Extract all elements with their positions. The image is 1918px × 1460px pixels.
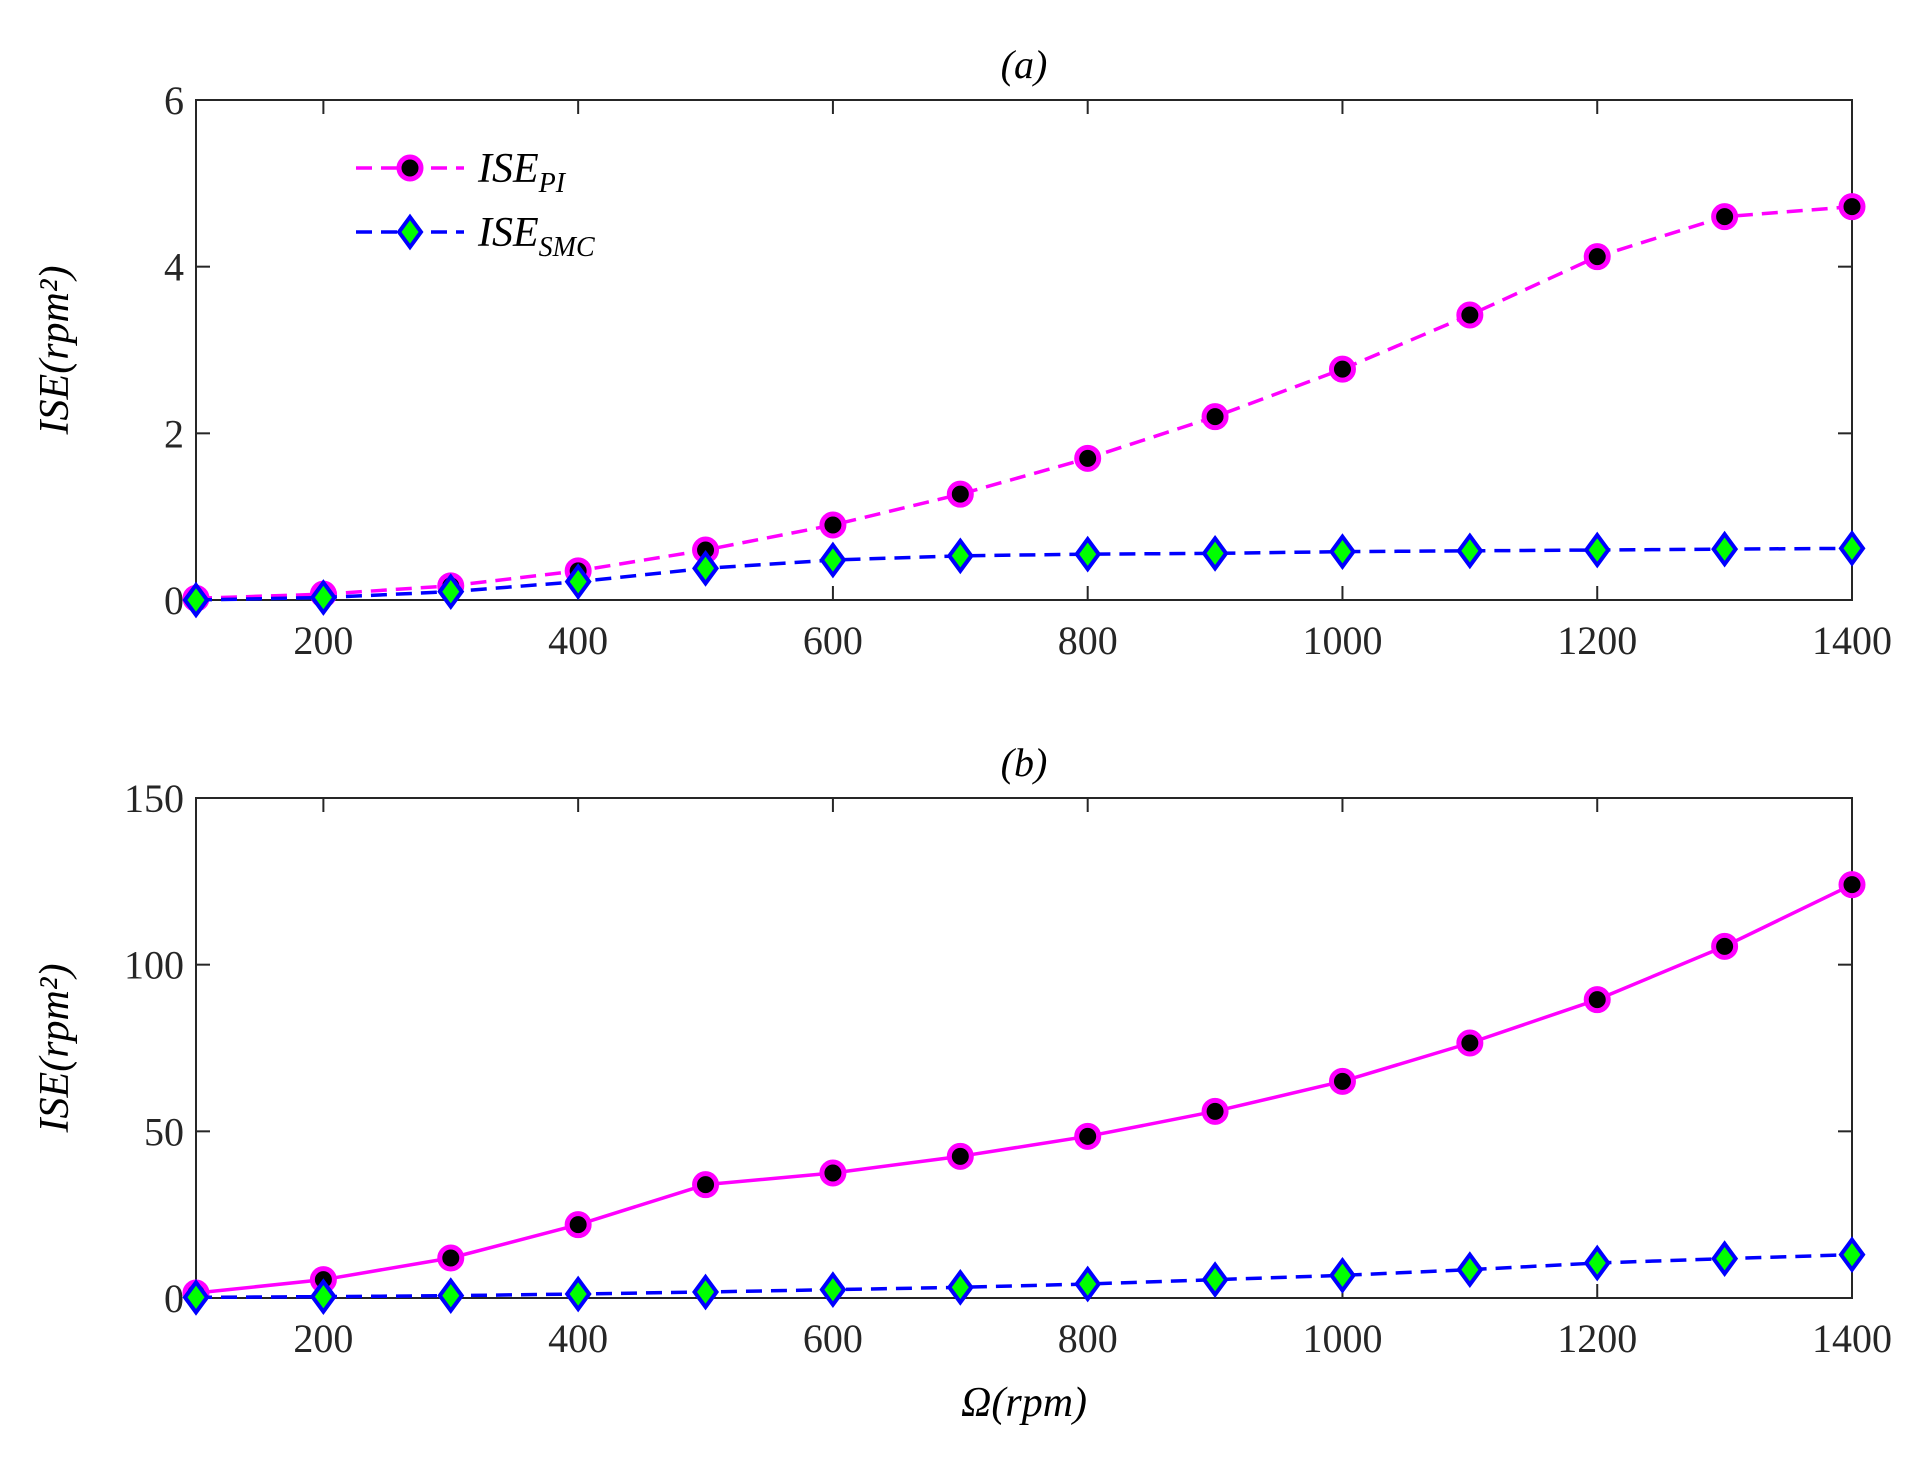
x-tick-label-a: 1400 [1812, 618, 1892, 663]
data-point-a-ise_smc-400 [564, 563, 592, 601]
chart-title-a: (a) [1001, 42, 1048, 87]
data-point-a-ise_smc-1100 [1456, 532, 1484, 570]
series-line-b-ise_smc [195, 1252, 1853, 1300]
series-line-a-ise_pi [195, 204, 1853, 601]
data-point-a-ise_smc-500 [692, 549, 720, 587]
data-point-a-ise_smc-200 [309, 579, 337, 616]
data-point-a-ise_smc-100 [182, 581, 210, 619]
data-point-b-ise_smc-1300 [1711, 1240, 1739, 1278]
x-tick-label-b: 200 [293, 1316, 353, 1361]
data-point-b-ise_smc-900 [1201, 1261, 1229, 1299]
x-tick-label-a: 1200 [1557, 618, 1637, 663]
data-point-a-ise_pi-1100 [1456, 301, 1484, 329]
y-axis-label-a: ISE(rpm²) [32, 266, 78, 436]
y-tick-label-a: 4 [164, 245, 184, 290]
series-line-b-ise_pi [195, 883, 1853, 1295]
data-point-b-ise_smc-1200 [1583, 1244, 1611, 1282]
data-point-b-ise_pi-1400 [1838, 871, 1866, 899]
chart-title-b: (b) [1001, 740, 1048, 785]
data-point-b-ise_pi-1200 [1583, 986, 1611, 1014]
chart-a: 200 400 600 800 1000 1200 1400 0 2 4 6 (a) ISE(rpm²)… [32, 42, 1892, 663]
data-point-a-ise_smc-800 [1074, 535, 1102, 573]
data-point-b-ise_pi-1100 [1456, 1029, 1484, 1057]
data-point-a-ise_smc-700 [946, 537, 974, 575]
legend-label-main: ISE [477, 210, 539, 256]
y-tick-label-b: 150 [124, 776, 184, 821]
data-point-a-ise_smc-300 [437, 573, 465, 611]
legend-label-subscript: SMC [539, 232, 595, 263]
data-point-a-ise_smc-1000 [1328, 533, 1356, 571]
data-point-a-ise_pi-700 [946, 480, 974, 508]
data-point-a-ise_pi-1200 [1583, 243, 1611, 271]
data-point-b-ise_smc-600 [819, 1271, 847, 1309]
data-point-b-ise_pi-500 [692, 1171, 720, 1199]
data-point-b-ise_smc-800 [1074, 1265, 1102, 1303]
x-tick-label-b: 400 [548, 1316, 608, 1361]
legend-marker-ise_smc [396, 213, 424, 251]
data-point-b-ise_pi-400 [564, 1211, 592, 1239]
series-line-a-ise_smc [195, 546, 1853, 602]
x-axis-label-b: Ω(rpm) [961, 1380, 1087, 1426]
x-tick-label-a: 600 [803, 618, 863, 663]
y-tick-label-b: 100 [124, 943, 184, 988]
data-point-b-ise_pi-800 [1074, 1122, 1102, 1150]
x-tick-label-b: 1000 [1302, 1316, 1382, 1361]
y-tick-label-a: 6 [164, 78, 184, 123]
data-point-b-ise_pi-1300 [1711, 932, 1739, 960]
legend-label-main: ISE [477, 146, 539, 192]
data-point-a-ise_pi-900 [1201, 403, 1229, 431]
data-point-b-ise_smc-200 [309, 1278, 337, 1316]
y-axis-label-b: ISE(rpm²) [32, 964, 78, 1134]
x-tick-label-b: 1200 [1557, 1316, 1637, 1361]
y-tick-label-a: 2 [164, 411, 184, 456]
legend-marker-ise_pi [396, 154, 424, 182]
data-point-b-ise_pi-1000 [1328, 1067, 1356, 1095]
data-point-a-ise_pi-1300 [1711, 203, 1739, 231]
series-b-ise_smc [182, 1236, 1866, 1316]
data-point-b-ise_pi-300 [437, 1244, 465, 1272]
data-point-b-ise_smc-1400 [1838, 1236, 1866, 1274]
x-tick-label-b: 800 [1058, 1316, 1118, 1361]
data-point-b-ise_smc-1000 [1328, 1256, 1356, 1294]
legend-label-subscript: PI [538, 168, 567, 199]
data-point-a-ise_pi-1400 [1838, 193, 1866, 221]
data-point-b-ise_smc-700 [946, 1268, 974, 1306]
y-tick-label-a: 0 [164, 578, 184, 623]
data-point-a-ise_smc-600 [819, 541, 847, 579]
x-tick-label-a: 800 [1058, 618, 1118, 663]
data-point-b-ise_smc-1100 [1456, 1251, 1484, 1289]
legend-label-ise_smc: ISESMC [477, 210, 595, 263]
x-tick-label-a: 200 [293, 618, 353, 663]
data-point-b-ise_pi-700 [946, 1142, 974, 1170]
data-point-a-ise_pi-1000 [1328, 355, 1356, 383]
data-point-b-ise_smc-300 [437, 1277, 465, 1315]
data-point-b-ise_pi-900 [1201, 1097, 1229, 1125]
data-point-a-ise_smc-1400 [1838, 529, 1866, 567]
chart-b: 200 400 600 800 1000 1200 1400 0 50 100 150 (b) ISE(… [32, 740, 1892, 1426]
data-point-a-ise_smc-1200 [1583, 531, 1611, 569]
legend-label-ise_pi: ISEPI [477, 146, 567, 199]
legend-box [334, 122, 674, 262]
x-tick-label-a: 1000 [1302, 618, 1382, 663]
series-a-ise_smc [182, 529, 1866, 619]
data-point-b-ise_smc-500 [692, 1273, 720, 1311]
data-point-b-ise_smc-100 [182, 1278, 210, 1316]
data-point-a-ise_pi-800 [1074, 444, 1102, 472]
y-tick-label-b: 0 [164, 1276, 184, 1321]
y-tick-label-b: 50 [144, 1109, 184, 1154]
data-point-a-ise_smc-900 [1201, 534, 1229, 572]
x-tick-label-a: 400 [548, 618, 608, 663]
x-tick-label-b: 1400 [1812, 1316, 1892, 1361]
axes-frame-b [195, 797, 1853, 1299]
data-point-b-ise_smc-400 [564, 1275, 592, 1313]
data-point-a-ise_smc-1300 [1711, 530, 1739, 568]
data-point-a-ise_pi-600 [819, 511, 847, 539]
x-tick-label-b: 600 [803, 1316, 863, 1361]
data-point-b-ise_pi-600 [819, 1159, 847, 1187]
